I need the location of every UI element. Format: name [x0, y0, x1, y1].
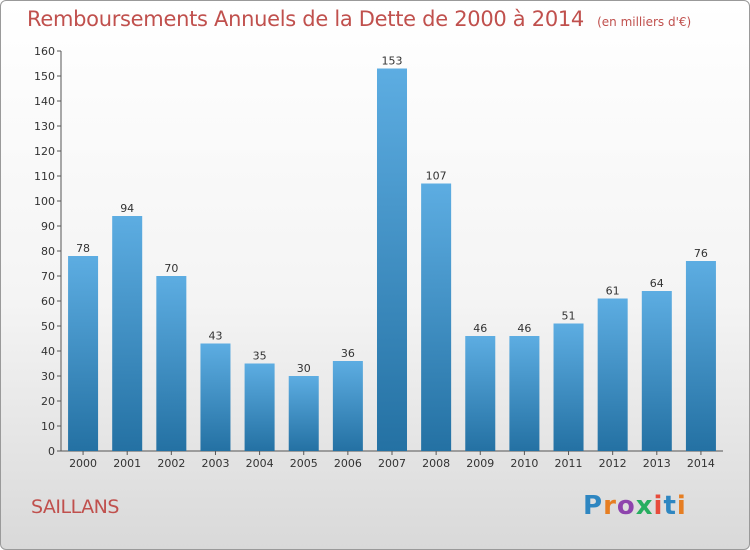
bar-2003	[200, 343, 231, 451]
x-tick-label-2011: 2011	[555, 457, 583, 470]
x-tick-label-2012: 2012	[599, 457, 627, 470]
x-tick-label-2001: 2001	[113, 457, 141, 470]
data-label-2005: 30	[297, 362, 311, 375]
bar-2000	[68, 256, 99, 451]
chart-title: Remboursements Annuels de la Dette de 20…	[27, 7, 584, 31]
data-label-2001: 94	[120, 202, 134, 215]
bar-2006	[332, 361, 363, 451]
data-label-2011: 51	[562, 310, 576, 323]
bars: 78 94 70 43 35 30 36 153 107 46 46 51 61 64 76	[68, 55, 716, 451]
data-label-2012: 61	[606, 285, 620, 298]
bar-2004	[244, 363, 275, 451]
x-tick-label-2007: 2007	[378, 457, 406, 470]
y-tick-label: 160	[34, 45, 55, 58]
title-row: Remboursements Annuels de la Dette de 20…	[27, 7, 691, 31]
y-tick-label: 20	[41, 395, 55, 408]
data-label-2002: 70	[164, 262, 178, 275]
bar-2013	[641, 291, 672, 451]
bar-2008	[421, 183, 452, 451]
data-label-2008: 107	[426, 170, 447, 183]
x-tick-label-2014: 2014	[687, 457, 715, 470]
x-tick-label-2008: 2008	[422, 457, 450, 470]
bar-2010	[509, 336, 540, 451]
y-axis: 0 10 20 30 40 50 60 70 80 90 100 110 120 130 140 150 160	[34, 45, 62, 458]
data-label-2014: 76	[694, 247, 708, 260]
y-tick-label: 80	[41, 245, 55, 258]
y-tick-label: 100	[34, 195, 55, 208]
bar-2011	[553, 323, 584, 451]
data-label-2006: 36	[341, 347, 355, 360]
x-tick-label-2013: 2013	[643, 457, 671, 470]
bar-2007	[376, 68, 408, 451]
bar-2001	[112, 216, 143, 451]
x-tick-label-2000: 2000	[69, 457, 97, 470]
data-label-2004: 35	[253, 350, 267, 363]
commune-name: SAILLANS	[31, 496, 119, 518]
x-tick-label-2002: 2002	[157, 457, 185, 470]
bar-2005	[288, 376, 319, 451]
proxiti-logo[interactable]: Proxiti	[583, 491, 687, 521]
data-label-2010: 46	[517, 322, 531, 335]
y-tick-label: 90	[41, 220, 55, 233]
data-label-2003: 43	[208, 330, 222, 343]
y-tick-label: 60	[41, 295, 55, 308]
y-tick-label: 10	[41, 420, 55, 433]
y-tick-label: 40	[41, 345, 55, 358]
data-label-2000: 78	[76, 242, 90, 255]
data-label-2007: 153	[382, 55, 403, 68]
x-tick-label-2010: 2010	[510, 457, 538, 470]
y-tick-label: 0	[48, 445, 55, 458]
x-tick-label-2009: 2009	[466, 457, 494, 470]
bar-2009	[465, 336, 496, 451]
x-axis: 2000 2001 2002 2003 2004 2005 2006 2007 2008 2009…	[61, 450, 723, 470]
x-tick-label-2006: 2006	[334, 457, 362, 470]
data-label-2009: 46	[473, 322, 487, 335]
y-tick-label: 150	[34, 70, 55, 83]
x-tick-label-2003: 2003	[201, 457, 229, 470]
y-tick-label: 140	[34, 95, 55, 108]
y-tick-label: 70	[41, 270, 55, 283]
chart-subtitle: (en milliers d'€)	[597, 15, 692, 29]
data-label-2013: 64	[650, 277, 664, 290]
bar-2014	[685, 261, 716, 451]
y-tick-label: 50	[41, 320, 55, 333]
x-tick-label-2005: 2005	[290, 457, 318, 470]
bar-2002	[156, 276, 187, 451]
bar-2012	[597, 298, 628, 451]
y-tick-label: 30	[41, 370, 55, 383]
y-tick-label: 120	[34, 145, 55, 158]
y-tick-label: 110	[34, 170, 55, 183]
x-tick-label-2004: 2004	[246, 457, 274, 470]
y-tick-label: 130	[34, 120, 55, 133]
